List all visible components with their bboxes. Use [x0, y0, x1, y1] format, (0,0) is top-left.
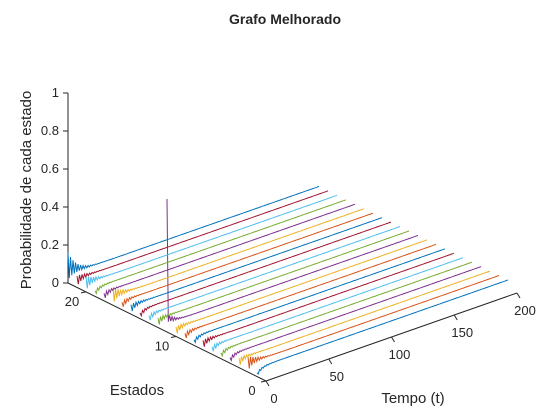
series-line-state-2	[247, 275, 500, 369]
x-tick-mark	[265, 380, 270, 387]
series-line-state-3	[238, 270, 491, 365]
z-tick-label: 0.4	[41, 199, 59, 214]
y-tick-mark	[260, 380, 267, 383]
series-line-state-6	[211, 257, 464, 352]
series-line-state-14	[139, 221, 392, 318]
y-tick-label: 20	[65, 294, 79, 309]
z-tick-label: 0.2	[41, 237, 59, 252]
x-tick-mark	[391, 336, 395, 343]
x-tick-label: 200	[514, 303, 536, 318]
x-tick-label: 0	[270, 391, 277, 406]
y-tick-label: 0	[248, 383, 255, 398]
series-line-state-12	[157, 230, 410, 325]
series-line-state-16	[121, 212, 374, 307]
series-line-state-9	[184, 243, 437, 339]
z-tick-label: 1	[52, 85, 59, 100]
x-tick-label: 50	[330, 369, 344, 384]
series-group	[67, 185, 509, 375]
y-tick-mark	[170, 335, 177, 338]
series-line-state-5	[220, 261, 473, 358]
series-line-state-13	[148, 226, 401, 321]
series-line-state-17	[112, 208, 365, 302]
series-line-state-7	[202, 252, 455, 347]
series-line-state-8	[193, 248, 446, 345]
z-tick-label: 0.8	[41, 123, 59, 138]
series-line-state-22	[67, 185, 320, 279]
axes-frame	[63, 92, 521, 387]
chart-title: Grafo Melhorado	[229, 11, 341, 27]
series-line-state-1	[256, 279, 509, 375]
series-line-state-20	[85, 194, 338, 289]
series-line-state-15	[130, 217, 383, 312]
series-line-state-11	[166, 198, 419, 323]
y-axis-label: Estados	[110, 382, 164, 399]
series-line-state-18	[103, 203, 356, 298]
series-line-state-4	[229, 266, 482, 362]
z-axis-label: Probabilidade de cada estado	[18, 91, 35, 290]
z-tick-label: 0	[52, 275, 59, 290]
x-tick-label: 150	[451, 325, 473, 340]
x-tick-label: 100	[389, 347, 411, 362]
series-line-state-21	[76, 190, 329, 285]
z-tick-label: 0.6	[41, 161, 59, 176]
series-line-state-19	[94, 199, 347, 296]
x-tick-mark	[453, 314, 458, 321]
y-tick-mark	[80, 291, 87, 294]
x-axis-label: Tempo (t)	[381, 390, 444, 407]
y-axis-line	[67, 282, 267, 382]
y-tick-label: 10	[155, 338, 169, 353]
x-tick-mark	[516, 292, 521, 299]
x-tick-mark	[328, 358, 333, 365]
series-line-state-10	[175, 239, 428, 334]
